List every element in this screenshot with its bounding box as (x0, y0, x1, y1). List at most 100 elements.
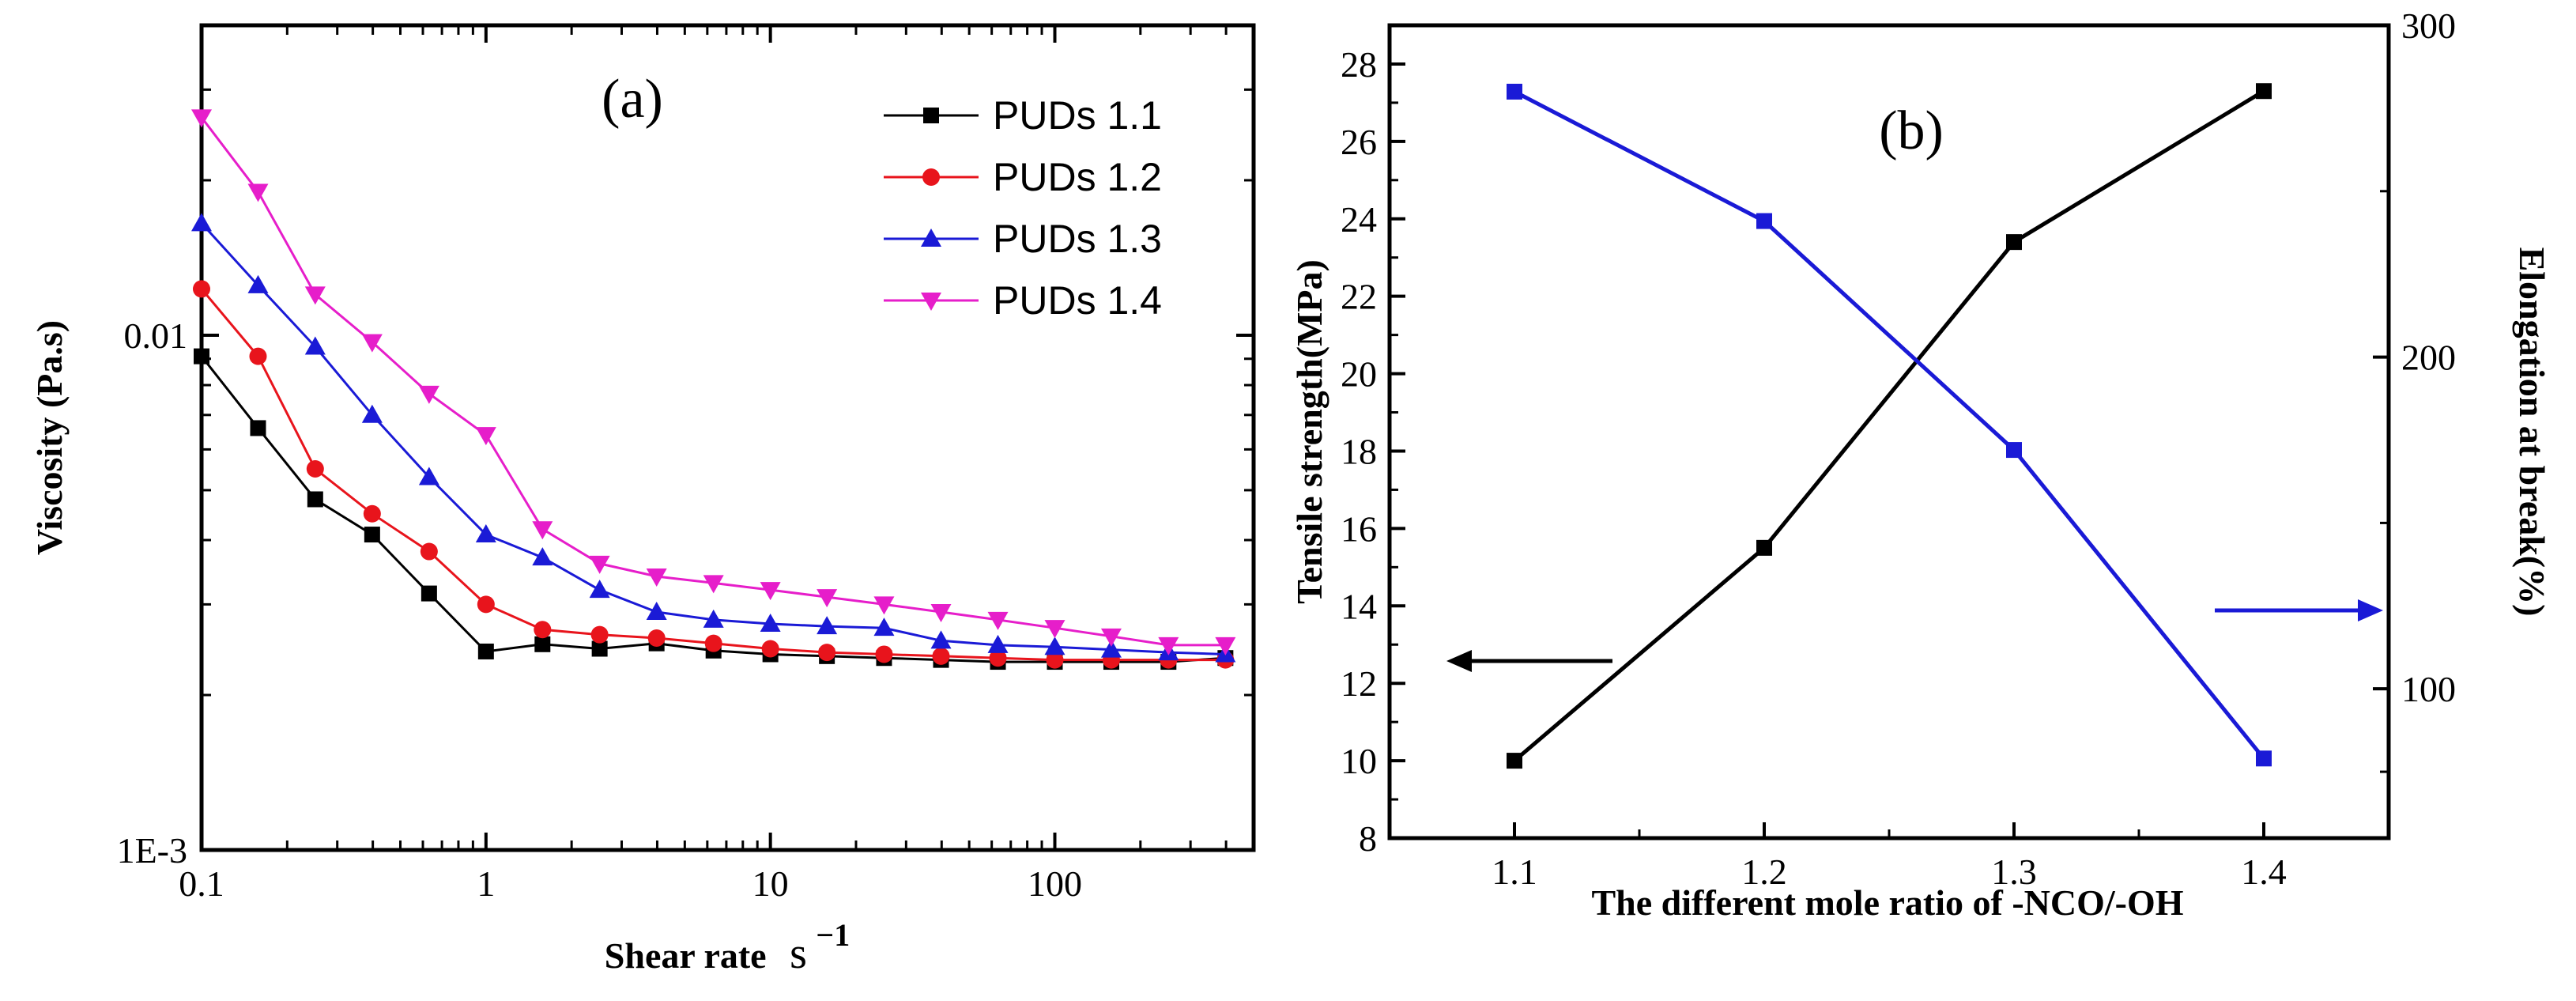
x-tick-label: 1.3 (1991, 852, 2037, 892)
data-point (1507, 83, 1522, 100)
data-point (987, 634, 1009, 653)
data-point (761, 640, 779, 658)
y-tick-label: 8 (1359, 818, 1377, 859)
data-point (1044, 636, 1065, 655)
panel-a-x-axis-title: Shear rate s −1 (605, 917, 850, 978)
panel-b-x-axis-title: The different mole ratio of -NCO/-OH (1591, 882, 2183, 923)
series-line (1513, 89, 2265, 760)
data-point (760, 613, 781, 632)
data-point (193, 280, 210, 298)
data-point (249, 347, 267, 365)
data-point (2256, 83, 2272, 100)
data-point (589, 555, 610, 574)
panel-a-legend: PUDs 1.1 PUDs 1.2 PUDs 1.3 PUDs 1.4 (884, 93, 1162, 323)
data-point (1756, 539, 1772, 556)
x-tick-label: 100 (1028, 863, 1082, 904)
data-point (1756, 213, 1772, 229)
data-point (534, 636, 551, 652)
panel-b-annotations (1446, 599, 2383, 672)
legend-label: PUDs 1.3 (993, 217, 1162, 261)
y-tick-label: 10 (1341, 741, 1377, 781)
data-point (304, 336, 326, 355)
data-point (647, 629, 666, 648)
panel-a-series (191, 109, 1236, 670)
data-point (363, 504, 381, 523)
data-point (930, 603, 952, 622)
legend-marker (923, 108, 939, 123)
data-point (418, 385, 439, 404)
data-point (1044, 620, 1065, 639)
data-point (304, 286, 326, 305)
data-point (534, 621, 552, 639)
data-point (817, 589, 838, 608)
data-point (418, 467, 439, 485)
panel-b-left-y-axis-title: Tensile strength(MPa) (1289, 259, 1329, 604)
data-point (1100, 639, 1122, 658)
y-tick-label: 16 (1341, 508, 1377, 549)
y-tick-label: 28 (1341, 44, 1377, 85)
data-point (420, 542, 438, 561)
x-tick-label: 1 (477, 863, 495, 904)
data-point (421, 585, 437, 602)
arrow-head (1446, 650, 1472, 672)
data-point (2006, 442, 2022, 459)
data-point (703, 609, 724, 628)
panel-b-series (1507, 83, 2272, 769)
x-tick-label: 1.4 (2241, 852, 2287, 892)
data-point (361, 334, 383, 353)
legend-label: PUDs 1.4 (993, 278, 1162, 323)
series-puds-1.3 (191, 213, 1236, 663)
data-point (873, 618, 895, 636)
y-tick-label: 1E-3 (117, 830, 187, 871)
data-point (589, 580, 610, 599)
y-tick-label: 24 (1341, 199, 1377, 240)
data-point (247, 274, 269, 293)
data-point (646, 601, 667, 620)
data-point (1215, 636, 1236, 655)
data-point (817, 616, 838, 635)
data-point (306, 459, 324, 478)
legend-entry: PUDs 1.3 (884, 217, 1162, 261)
y-right-tick-label: 100 (2401, 669, 2456, 709)
panel-b-mechanical-chart: (b) The different mole ratio of -NCO/-OH… (1289, 6, 2552, 923)
arrow-head (2358, 599, 2383, 621)
data-point (703, 575, 724, 594)
legend-label: PUDs 1.1 (993, 93, 1162, 138)
data-point (1046, 651, 1064, 669)
data-point (475, 427, 496, 446)
legend-label: PUDs 1.2 (993, 155, 1162, 199)
data-point (590, 625, 609, 644)
series-elongation-at-break (1507, 83, 2272, 767)
series-line (200, 288, 1226, 662)
data-point (307, 491, 323, 508)
data-point (873, 596, 895, 615)
data-point (1158, 636, 1179, 655)
data-point (191, 213, 212, 232)
y-tick-label: 26 (1341, 122, 1377, 162)
y-right-tick-label: 200 (2401, 338, 2456, 378)
legend-entry: PUDs 1.2 (884, 155, 1162, 199)
data-point (194, 348, 209, 365)
series-line (1513, 89, 2265, 763)
panel-b-label: (b) (1879, 100, 1944, 161)
legend-entry: PUDs 1.1 (884, 93, 1162, 138)
y-tick-label: 14 (1341, 586, 1377, 626)
data-point (818, 644, 836, 662)
left-axis-arrow (1446, 650, 1612, 672)
x-tick-label: 0.1 (179, 863, 224, 904)
x-tick-label: 10 (752, 863, 789, 904)
legend-entry: PUDs 1.4 (884, 278, 1162, 323)
panel-b-ticks: 1.1 1.2 1.3 1.4 8 10 12 14 16 18 20 22 24 26 28 100 200 3… (1341, 6, 2456, 892)
y-tick-label: 12 (1341, 663, 1377, 704)
data-point (1100, 628, 1122, 647)
data-point (930, 630, 952, 649)
data-point (760, 582, 781, 601)
panel-a-y-axis-title: Viscosity (Pa.s) (29, 320, 70, 555)
data-point (875, 645, 893, 663)
series-puds-1.4 (191, 109, 1236, 655)
data-point (361, 404, 383, 423)
data-point (591, 640, 608, 657)
data-point (989, 649, 1007, 667)
data-point (704, 634, 722, 652)
